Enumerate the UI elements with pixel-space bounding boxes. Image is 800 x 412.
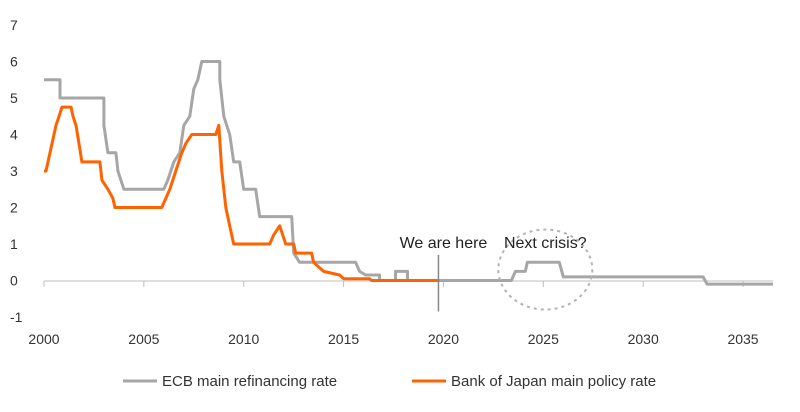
y-tick-label: 5 [10,90,18,106]
we-are-here-label: We are here [400,235,488,252]
legend-label-boj: Bank of Japan main policy rate [451,373,656,390]
x-tick-label: 2025 [528,331,559,347]
next-crisis-label: Next crisis? [504,235,587,252]
y-tick-label: 2 [10,200,18,216]
y-axis-tick-labels: -1 0 1 2 3 4 5 6 7 [10,17,23,325]
x-tick-label: 2000 [28,331,59,347]
y-tick-label: 4 [10,127,18,143]
y-tick-label: 6 [10,54,18,70]
x-tick-label: 2035 [727,331,758,347]
x-tick-label: 2005 [128,331,159,347]
x-axis-ticks: 2000 2005 2010 2015 2020 2025 2030 2035 [28,281,759,347]
legend-label-ecb: ECB main refinancing rate [162,373,337,390]
next-crisis-circle [497,228,594,311]
y-tick-label: 0 [10,273,18,289]
x-tick-label: 2030 [628,331,659,347]
y-tick-label: 7 [10,17,18,33]
y-tick-label: 3 [10,163,18,179]
legend: ECB main refinancing rate Bank of Japan … [123,373,656,390]
x-tick-label: 2020 [428,331,459,347]
boj-rate-line [44,105,440,282]
series-lines [44,60,773,286]
y-tick-label: -1 [10,309,23,325]
x-tick-label: 2010 [228,331,259,347]
y-tick-label: 1 [10,236,18,252]
ecb-rate-line [44,60,773,286]
x-tick-label: 2015 [328,331,359,347]
